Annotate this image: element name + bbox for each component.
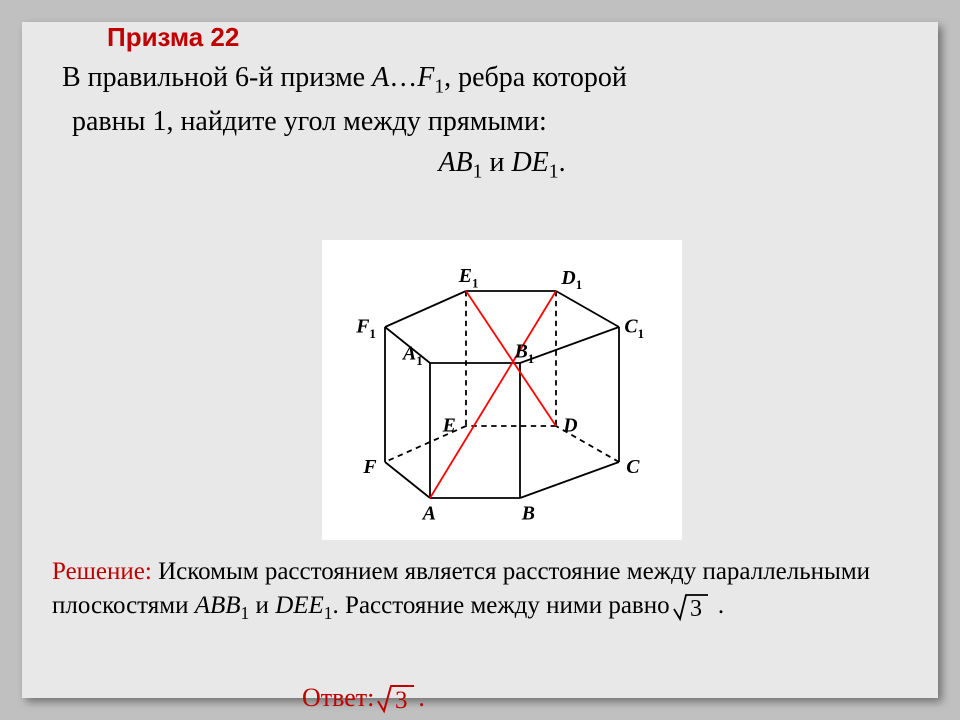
solution-body-2: . Расстояние между ними равно [333,592,670,619]
sub-DE1: 1 [549,161,559,182]
dots: … [389,62,417,93]
sqrt-value: 3 [690,596,702,621]
solution-tail: . [712,592,725,619]
svg-text:B1: B1 [514,341,535,366]
svg-text:C: C [626,456,640,478]
svg-text:D: D [562,414,577,436]
answer-tail: . [418,683,425,712]
answer-line: Ответ: 3. [302,682,425,715]
svg-text:C1: C1 [624,315,644,340]
svg-text:A: A [421,503,436,525]
sub-1: 1 [434,77,444,98]
sub-AB1: 1 [473,161,483,182]
answer-label: Ответ: [302,683,374,712]
answer-sqrt-value: 3 [395,687,408,714]
slide-title: Призма 22 [107,22,239,53]
and2: и [249,592,275,619]
problem-line1-pre: В правильной 6-й призме [62,62,372,93]
solution-text: Решение: Искомым расстоянием является ра… [44,555,960,625]
sqrt-icon: 3 [670,591,712,625]
var-F: F [417,62,434,93]
var-A: A [372,62,389,93]
problem-text: В правильной 6-й призме A…F1, ребра кото… [62,58,942,187]
var-DE: DE [511,147,548,178]
svg-text:E1: E1 [458,265,479,290]
plane-DEE: DEE [275,592,324,619]
svg-text:B: B [521,503,535,525]
and-text: и [482,147,511,178]
dot: . [559,147,566,178]
svg-text:A1: A1 [401,342,423,367]
plane-ABB: ABB [195,592,241,619]
plane-ABB-sub: 1 [241,603,250,623]
plane-DEE-sub: 1 [324,603,333,623]
svg-text:F: F [362,456,376,478]
slide-frame: Призма 22 В правильной 6-й призме A…F1, … [22,22,938,698]
var-AB: AB [438,147,472,178]
prism-diagram: E1 D1 F1 C1 A1 B1 E D F C A B [322,240,682,540]
svg-text:F1: F1 [355,315,376,340]
problem-line2: равны 1, найдите угол между прямыми: [62,102,942,143]
svg-text:E: E [442,414,456,436]
problem-line1-post: , ребра которой [444,62,627,93]
sqrt-icon-answer: 3 [374,682,418,715]
solution-label: Решение: [52,558,152,585]
svg-text:D1: D1 [560,267,582,292]
